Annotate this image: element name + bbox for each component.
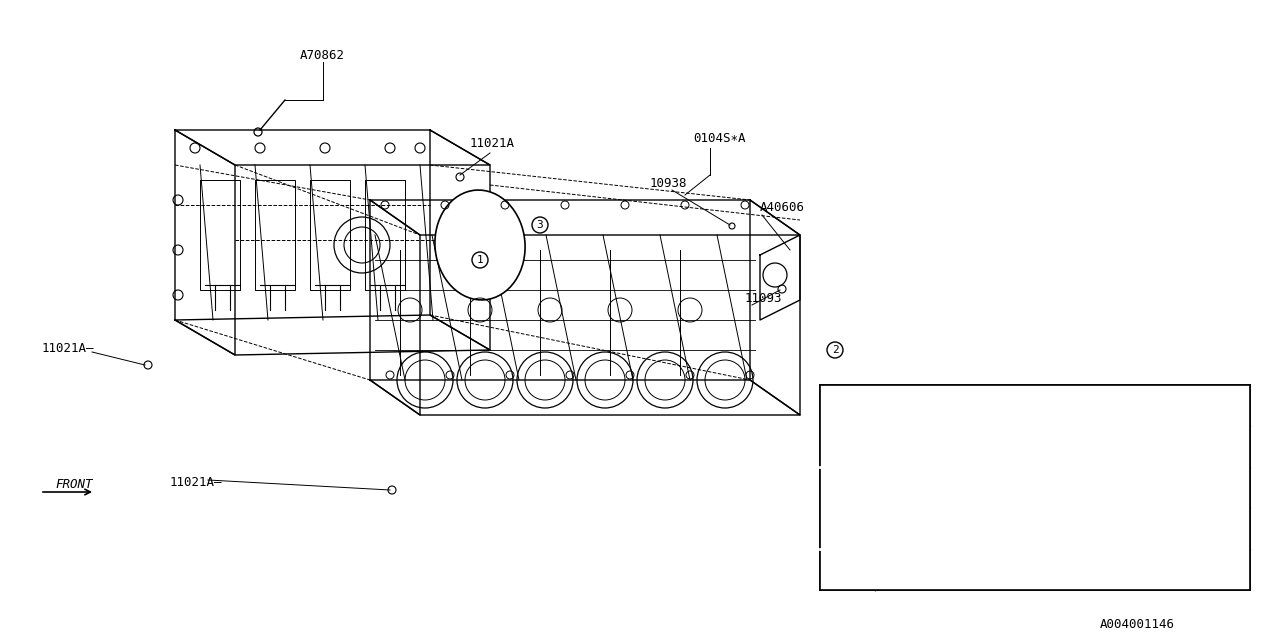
Text: 11021A: 11021A [470, 136, 515, 150]
Ellipse shape [435, 190, 525, 300]
Text: G78605（’08MY0711−）: G78605（’08MY0711−） [884, 563, 1029, 576]
Text: 11021A―: 11021A― [42, 342, 95, 355]
Text: 3: 3 [844, 543, 851, 556]
Text: 3: 3 [536, 220, 544, 230]
Text: 11021A―: 11021A― [170, 476, 223, 488]
Text: G78604（−’08MY0711）: G78604（−’08MY0711） [884, 522, 1029, 535]
Text: G93102（−’05MY0505）: G93102（−’05MY0505） [884, 440, 1029, 453]
Text: A40606: A40606 [760, 200, 805, 214]
Text: FRONT: FRONT [55, 479, 92, 492]
Text: 0104S∗A: 0104S∗A [692, 131, 745, 145]
Text: 10938: 10938 [650, 177, 687, 189]
Text: 2: 2 [832, 345, 838, 355]
FancyBboxPatch shape [820, 385, 1251, 590]
Text: 11024: 11024 [884, 399, 925, 412]
Text: A70862: A70862 [300, 49, 346, 61]
Text: 2: 2 [844, 461, 851, 474]
Text: 11093: 11093 [745, 291, 782, 305]
Text: 1: 1 [844, 399, 851, 412]
Text: G93107（’06MY0410−）: G93107（’06MY0410−） [884, 481, 1029, 494]
Text: 1: 1 [476, 255, 484, 265]
Text: A004001146: A004001146 [1100, 618, 1175, 632]
